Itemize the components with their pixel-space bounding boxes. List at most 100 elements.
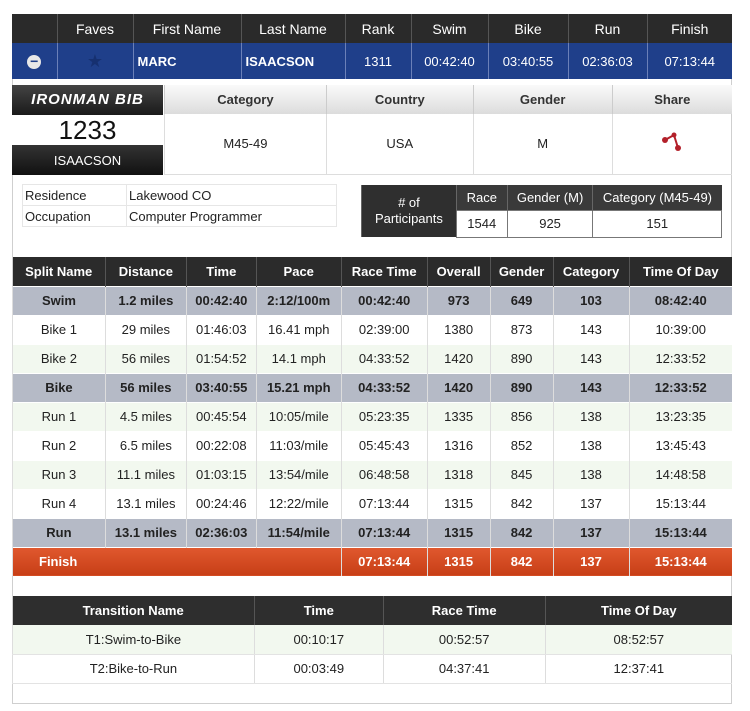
split-overall: 1420	[426, 343, 491, 373]
athlete-summary-table: Faves First Name Last Name Rank Swim Bik…	[12, 14, 732, 79]
finish-time-of-day: 15:13:44	[628, 546, 732, 576]
table-row: Bike 2 56 miles 01:54:52 14.1 mph 04:33:52 14…	[12, 343, 732, 373]
info-value-row: M45-49 USA M	[164, 114, 732, 175]
table-row: T1:Swim-to-Bike 00:10:17 00:52:57 08:52:57	[12, 625, 732, 655]
header-blank	[12, 14, 57, 43]
finish-label: Finish	[12, 546, 342, 576]
occupation-row: Occupation Computer Programmer	[22, 205, 337, 227]
transitions-body: T1:Swim-to-Bike 00:10:17 00:52:57 08:52:57 T…	[12, 625, 732, 684]
athlete-info-table: Category Country Gender Share M45-49 USA…	[164, 85, 732, 175]
split-distance: 1.2 miles	[104, 285, 187, 315]
split-split-name: Bike 2	[12, 343, 106, 373]
residence-table: Residence Lakewood CO Occupation Compute…	[22, 184, 337, 227]
transition-name: T1:Swim-to-Bike	[12, 625, 255, 655]
transition-race-time: 00:52:57	[382, 625, 546, 655]
split-split-name: Bike	[12, 372, 106, 402]
participants-race-value: 1544	[455, 209, 508, 238]
split-summary-row: Run 13.1 miles 02:36:03 11:54/mile 07:13:44 1…	[12, 517, 732, 547]
split-overall: 973	[426, 285, 491, 315]
split-time-of-day: 13:45:43	[628, 430, 732, 460]
header-bike[interactable]: Bike	[487, 14, 568, 43]
split-time: 00:45:54	[185, 401, 257, 431]
split-pace: 13:54/mile	[255, 459, 342, 489]
bib-number: 1233	[12, 115, 163, 145]
transition-name: T2:Bike-to-Run	[12, 654, 255, 684]
star-icon[interactable]: ★	[86, 50, 104, 71]
split-category: 103	[552, 285, 629, 315]
split-pace: 15.21 mph	[255, 372, 342, 402]
transitions-header-time-of-day: Time Of Day	[544, 596, 732, 625]
transition-time-of-day: 12:37:41	[544, 654, 732, 684]
header-last-name[interactable]: Last Name	[240, 14, 345, 43]
split-overall: 1315	[426, 488, 491, 518]
participants-label-line2: Participants	[374, 211, 443, 226]
finish-race-time: 07:13:44	[340, 546, 428, 576]
splits-header-pace: Pace	[255, 257, 342, 286]
split-gender: 856	[489, 401, 554, 431]
transition-race-time: 04:37:41	[382, 654, 546, 684]
collapse-cell[interactable]: −	[12, 43, 57, 79]
split-race-time: 06:48:58	[340, 459, 428, 489]
transitions-header-name: Transition Name	[12, 596, 255, 625]
split-split-name: Run 3	[12, 459, 106, 489]
header-run[interactable]: Run	[567, 14, 647, 43]
splits-table: Split Name Distance Time Pace Race Time …	[12, 257, 732, 576]
transitions-table: Transition Name Time Race Time Time Of D…	[12, 596, 732, 684]
split-gender: 852	[489, 430, 554, 460]
split-time: 01:54:52	[185, 343, 257, 373]
athlete-row[interactable]: − ★ MARC ISAACSON 1311 00:42:40 03:40:55…	[12, 43, 732, 79]
split-time: 03:40:55	[185, 372, 257, 402]
split-time-of-day: 08:42:40	[628, 285, 732, 315]
split-split-name: Swim	[12, 285, 106, 315]
participants-category-value: 151	[592, 209, 722, 238]
collapse-icon[interactable]: −	[27, 54, 42, 69]
table-row: Run 1 4.5 miles 00:45:54 10:05/mile 05:23:35…	[12, 401, 732, 431]
split-race-time: 05:23:35	[340, 401, 428, 431]
share-icon[interactable]	[661, 132, 683, 152]
finish-category: 137	[552, 546, 629, 576]
split-race-time: 07:13:44	[340, 488, 428, 518]
split-distance: 6.5 miles	[104, 430, 187, 460]
category-value: M45-49	[164, 114, 327, 175]
header-finish[interactable]: Finish	[646, 14, 732, 43]
split-overall: 1380	[426, 314, 491, 344]
participants-header-gender: Gender (M)	[506, 185, 593, 210]
split-split-name: Run 4	[12, 488, 106, 518]
participants-value-row: 1544 925 151	[362, 209, 722, 238]
header-first-name[interactable]: First Name	[132, 14, 241, 43]
split-time: 01:03:15	[185, 459, 257, 489]
info-header-category: Category	[164, 85, 327, 114]
bib-card: IRONMAN BIB 1233 ISAACSON	[12, 85, 163, 175]
split-gender: 842	[489, 488, 554, 518]
split-race-time: 04:33:52	[340, 343, 428, 373]
header-faves[interactable]: Faves	[56, 14, 133, 43]
header-rank[interactable]: Rank	[344, 14, 411, 43]
gender-value: M	[472, 114, 613, 175]
split-pace: 11:54/mile	[255, 517, 342, 547]
splits-header-gender: Gender	[489, 257, 554, 286]
split-race-time: 02:39:00	[340, 314, 428, 344]
split-summary-row: Swim 1.2 miles 00:42:40 2:12/100m 00:42:40 97…	[12, 285, 732, 315]
split-category: 143	[552, 372, 629, 402]
finish-overall: 1315	[426, 546, 491, 576]
residence-label: Residence	[22, 184, 127, 206]
participants-table: # of Participants Race Gender (M) Catego…	[361, 185, 722, 238]
split-overall: 1315	[426, 517, 491, 547]
info-header-row: Category Country Gender Share	[164, 85, 732, 114]
info-header-share: Share	[611, 85, 732, 114]
transitions-header-row: Transition Name Time Race Time Time Of D…	[12, 596, 732, 625]
split-time-of-day: 14:48:58	[628, 459, 732, 489]
split-time: 02:36:03	[185, 517, 257, 547]
header-swim[interactable]: Swim	[410, 14, 488, 43]
split-category: 138	[552, 459, 629, 489]
fave-cell[interactable]: ★	[56, 43, 133, 79]
share-cell[interactable]	[611, 114, 732, 175]
finish-row: Finish 07:13:44 1315 842 137 15:13:44	[12, 546, 732, 576]
split-distance: 11.1 miles	[104, 459, 187, 489]
first-name: MARC	[132, 43, 241, 79]
splits-header-overall: Overall	[426, 257, 491, 286]
table-row: T2:Bike-to-Run 00:03:49 04:37:41 12:37:41	[12, 654, 732, 684]
participants-label-line1: # of	[398, 195, 420, 210]
split-time-of-day: 13:23:35	[628, 401, 732, 431]
split-time-of-day: 12:33:52	[628, 343, 732, 373]
